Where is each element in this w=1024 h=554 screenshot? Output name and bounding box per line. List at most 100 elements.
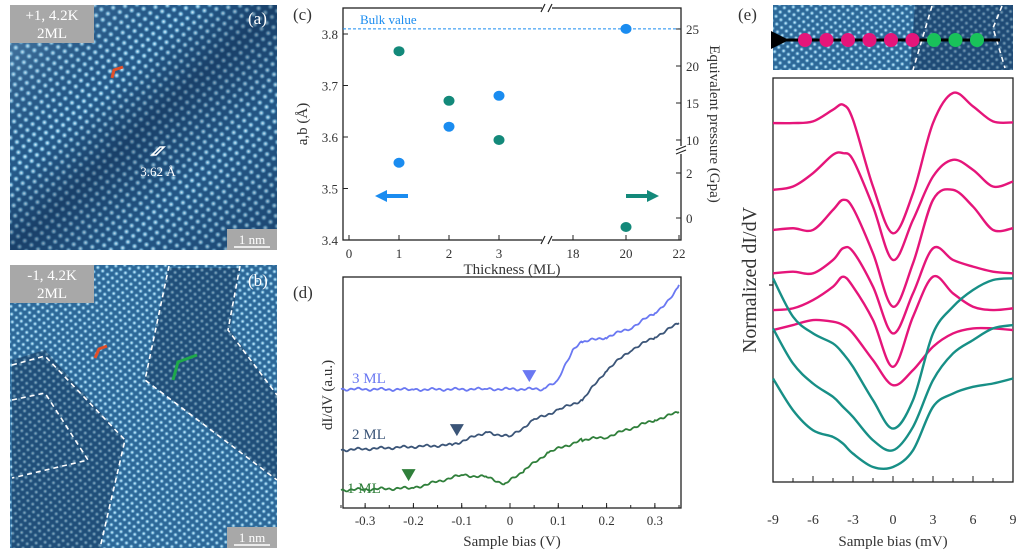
pink-position-dot	[841, 33, 855, 47]
x-tick-label-d: 0	[507, 513, 514, 528]
scale-bar-box-b	[227, 527, 277, 548]
y-right-axis-label-c: Equivalent pressure (Gpa)	[706, 45, 722, 202]
orientation-arrow-red-b	[93, 344, 108, 359]
x-tick-label-c: 22	[673, 246, 686, 261]
y-right-tick-label-c: 25	[686, 22, 699, 37]
spectrum-curve	[772, 245, 1014, 335]
spectrum-curve	[771, 377, 1014, 471]
y-right-tick-label-c: 10	[686, 133, 699, 148]
stm-image-a: +1, 4.2K 2ML (a) 3.62 Å 1 nm	[10, 5, 277, 250]
plot-frame-c	[342, 7, 682, 241]
chart-c: (c) Bulk value a,b (Å) Equivalent pressu…	[293, 3, 722, 278]
x-axis-label-c: Thickness (ML)	[463, 262, 560, 278]
pink-position-dot	[884, 33, 898, 47]
green-position-dot	[970, 33, 984, 47]
x-tick-label-e: 9	[1009, 513, 1016, 528]
lattice-point	[393, 157, 405, 168]
bulk-value-label: Bulk value	[360, 12, 417, 27]
axis-break-gap	[542, 236, 552, 244]
chart-e: (e) Normalized dI/dV Sample bias (mV) -9…	[738, 5, 1016, 550]
pink-position-dot	[862, 33, 877, 47]
scale-bar-box-a	[227, 229, 277, 250]
x-tick-label-e: -3	[847, 513, 859, 528]
axis-break-gap	[677, 146, 685, 154]
left-axis-arrowhead-icon	[375, 190, 387, 202]
green-position-dot	[927, 33, 941, 47]
scale-bar-label-b: 1 nm	[239, 530, 265, 545]
y-axis-label-e: Normalized dI/dV	[739, 206, 761, 353]
gap-marker-triangle-icon	[522, 370, 537, 383]
axis-break-icon	[675, 145, 687, 155]
info-box-b	[10, 265, 94, 303]
lattice-constant-label: 3.62 Å	[140, 164, 176, 179]
curve-1ml	[340, 411, 680, 493]
x-tick-label-d: -0.2	[403, 513, 424, 528]
x-axis-label-e: Sample bias (mV)	[838, 534, 947, 550]
panel-label-d: (d)	[293, 283, 313, 302]
x-tick-label-d: -0.3	[355, 513, 376, 528]
spectrum-curve	[772, 274, 1014, 369]
dark-domain-b2	[145, 268, 277, 480]
dark-domain-b	[12, 350, 125, 548]
scale-bar-label-a: 1 nm	[239, 232, 265, 247]
pressure-point	[443, 95, 455, 106]
x-tick-label-e: -9	[767, 513, 779, 528]
stm-strip-e	[771, 5, 1013, 71]
y-axis-label-d: dI/dV (a.u.)	[320, 360, 336, 430]
info-line2-a: 2ML	[37, 26, 67, 42]
plot-frame-d	[342, 276, 682, 509]
x-tick-label-d: 0.2	[598, 513, 614, 528]
stm-image-b: -1, 4.2K 2ML (b) 1 nm	[10, 265, 278, 549]
pink-position-dot	[819, 33, 834, 47]
y-tick-label-c: 3.4	[322, 233, 339, 248]
x-tick-label-e: -6	[807, 513, 819, 528]
x-tick-label-d: 0.3	[647, 513, 663, 528]
info-line1-b: -1, 4.2K	[27, 268, 77, 284]
panel-label-a: (a)	[248, 9, 267, 28]
curve-3ml	[340, 284, 680, 393]
axis-break-gap	[542, 4, 552, 12]
lattice-point	[443, 121, 455, 132]
pink-position-dot	[905, 33, 920, 47]
y-tick-label-c: 3.6	[322, 130, 339, 145]
lattice-point	[620, 23, 632, 34]
spectrum-curve	[771, 323, 1014, 452]
curve-2ml	[340, 322, 680, 453]
panel-label-e: (e)	[738, 5, 757, 24]
spectrum-curve	[773, 91, 1014, 235]
orientation-arrow-green-b	[171, 353, 198, 381]
info-line1-a: +1, 4.2K	[25, 8, 78, 24]
spectrum-curve	[772, 151, 1014, 262]
green-position-dot	[948, 33, 963, 47]
y-right-tick-label-c: 0	[686, 211, 693, 226]
info-line2-b: 2ML	[37, 286, 67, 302]
x-tick-label-c: 20	[620, 246, 633, 261]
pink-position-dot	[798, 33, 812, 47]
x-tick-label-e: 0	[890, 513, 897, 528]
x-tick-label-c: 3	[496, 246, 503, 261]
panel-label-b: (b)	[248, 271, 268, 290]
plot-frame-e	[772, 77, 1014, 483]
panel-label-c: (c)	[293, 5, 312, 24]
axis-break-icon	[540, 235, 553, 245]
axis-break-icon	[540, 3, 553, 13]
series-label: 3 ML	[352, 371, 386, 387]
y-axis-label-c: a,b (Å)	[295, 103, 311, 145]
pressure-point	[493, 135, 505, 145]
gap-marker-triangle-icon	[401, 469, 416, 482]
pressure-point	[620, 222, 632, 232]
x-tick-label-e: 3	[929, 513, 936, 528]
right-axis-arrowhead-icon	[647, 190, 659, 202]
chart-d: (d) dI/dV (a.u.) Sample bias (V) -0.3 -0.…	[293, 276, 682, 550]
domain-boundary-lines	[11, 265, 278, 549]
x-tick-label-c: 2	[446, 246, 453, 261]
x-tick-label-c: 18	[567, 246, 580, 261]
gap-marker-triangle-icon	[449, 424, 464, 437]
y-right-tick-label-c: 20	[686, 59, 699, 74]
y-right-tick-label-c: 2	[686, 166, 693, 181]
info-box-a	[10, 5, 94, 43]
series-label: 1 ML	[347, 481, 381, 497]
x-tick-label-d: 0.1	[550, 513, 566, 528]
lattice-point	[493, 90, 505, 101]
